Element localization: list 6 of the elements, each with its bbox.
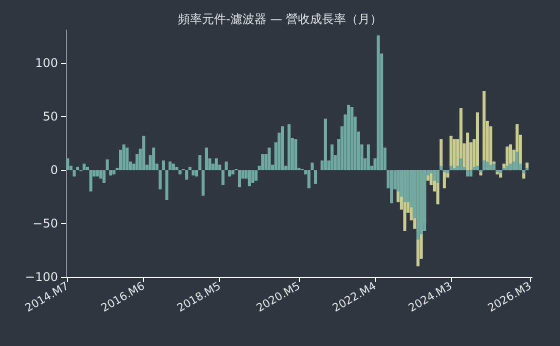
chart-title: 頻率元件-濾波器 — 營收成長率（月）: [178, 12, 382, 26]
y-tick-label: 100: [35, 56, 58, 70]
y-tick-label: 50: [42, 110, 58, 124]
y-tick-label: 0: [50, 163, 58, 178]
y-tick-label: −50: [32, 216, 58, 231]
y-tick-label: −100: [25, 270, 58, 284]
